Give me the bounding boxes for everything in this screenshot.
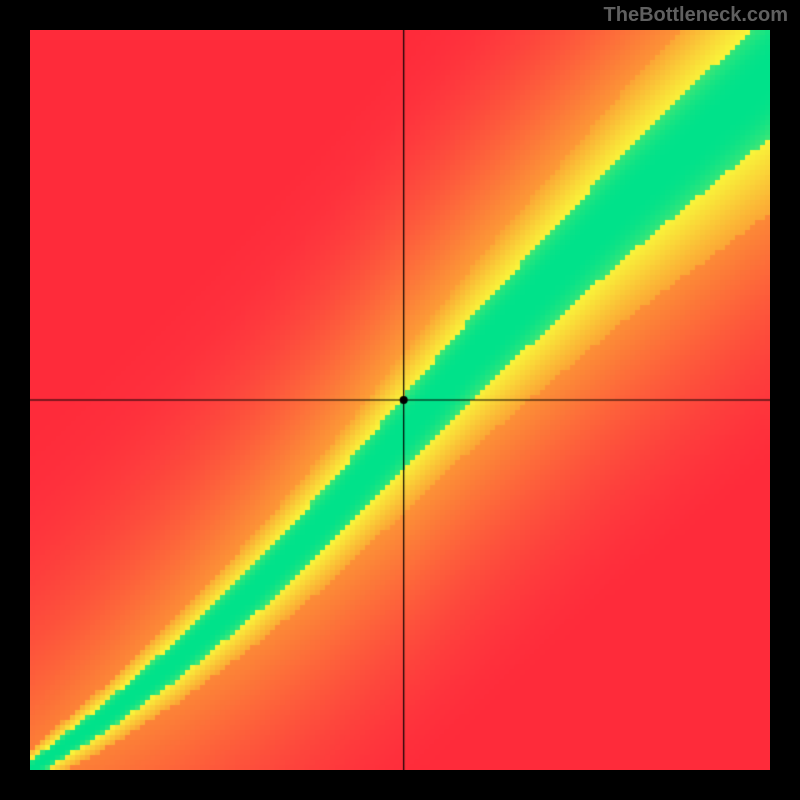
bottleneck-heatmap xyxy=(30,30,770,770)
plot-area xyxy=(30,30,770,770)
chart-container: TheBottleneck.com xyxy=(0,0,800,800)
watermark-text: TheBottleneck.com xyxy=(604,4,788,27)
